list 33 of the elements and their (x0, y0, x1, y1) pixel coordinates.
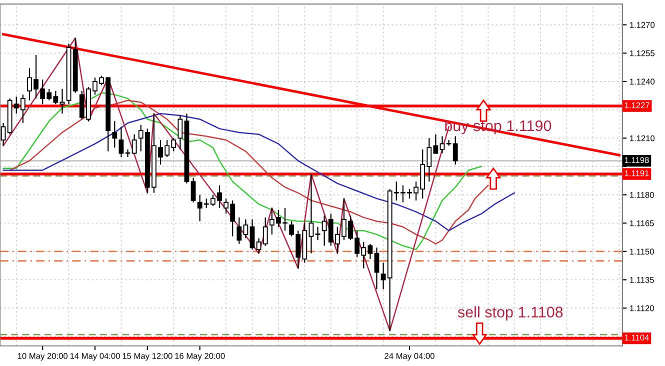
y-tick-label: 1.1135 (630, 276, 654, 283)
y-tick-label: 1.1210 (630, 135, 655, 142)
candlestick (112, 120, 118, 148)
x-tick-label: 15 May 12:00 (122, 353, 172, 361)
x-tick-label: 24 May 04:00 (384, 353, 434, 361)
y-tick-label: 1.1150 (630, 248, 654, 255)
ref-line-label: 1.1227 (624, 102, 650, 108)
ref-line-label: 1.1104 (624, 334, 649, 341)
candlestick (190, 177, 196, 203)
candlestick (132, 134, 137, 154)
candlestick (433, 134, 438, 154)
candlestick (250, 218, 255, 250)
candlestick (315, 226, 320, 241)
x-tick-label: 16 May 20:00 (175, 353, 225, 361)
candlestick (0, 122, 6, 146)
candlestick (440, 136, 445, 154)
y-tick-label: 1.1180 (630, 192, 654, 198)
candlestick (118, 126, 124, 158)
y-tick-label: 1.1120 (630, 305, 654, 312)
y-tick-label: 1.1240 (630, 78, 655, 85)
candlestick (374, 247, 380, 290)
candlestick (380, 262, 386, 290)
x-tick-label: 14 May 04:00 (70, 353, 120, 361)
x-tick-label: 10 May 20:00 (18, 353, 68, 361)
candlestick (178, 114, 183, 150)
y-tick-label: 1.1255 (630, 50, 655, 56)
candlestick (60, 88, 65, 114)
ref-line-label: 1.1198 (624, 157, 649, 164)
y-tick-label: 1.1270 (630, 22, 655, 28)
annotation: sell stop 1.1108 (458, 306, 563, 321)
y-tick-label: 1.1165 (630, 220, 654, 226)
candlestick (308, 173, 314, 254)
ref-line-label: 1.1191 (624, 170, 649, 176)
